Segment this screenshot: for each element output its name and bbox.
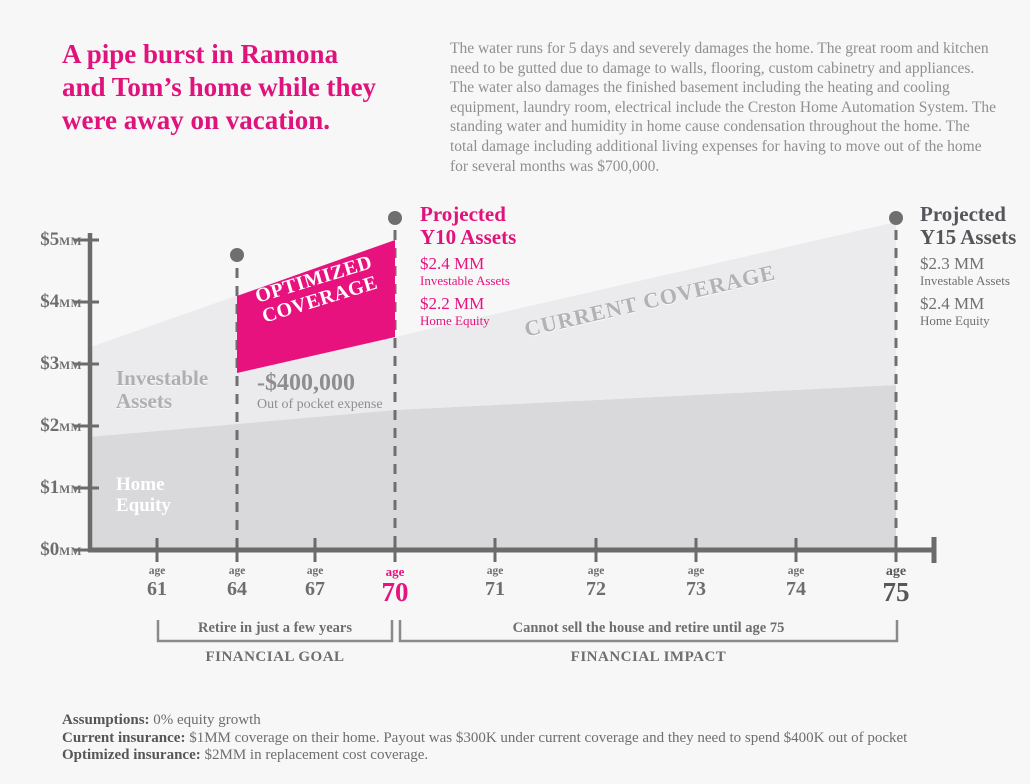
footnote-row: Assumptions: 0% equity growth [62, 712, 972, 730]
y-axis-label: $4MM [40, 291, 82, 312]
bracket-goal-caption: FINANCIAL GOAL [205, 649, 345, 665]
y-axis-label: $1MM [40, 477, 82, 498]
home-equity-area [88, 385, 896, 552]
projected-y15-label-2: Home Equity [920, 313, 990, 328]
projected-y15-block: Projected Y15 Assets $2.3 MM Investable … [920, 203, 1030, 328]
projected-y10-label-1: Investable Assets [420, 273, 510, 288]
marker-dot [388, 211, 402, 225]
y-axis-label: $3MM [40, 353, 82, 374]
x-axis-age-label: age 67 [305, 565, 325, 600]
marker-dot [889, 211, 903, 225]
projected-y15-label-1: Investable Assets [920, 273, 1010, 288]
footnote-text: $2MM in replacement cost coverage. [200, 747, 429, 764]
x-axis-age-label: age 75 [882, 564, 910, 607]
case-description: The water runs for 5 days and severely d… [450, 40, 996, 175]
current-coverage-area [88, 222, 896, 437]
footnote-text: 0% equity growth [149, 712, 261, 728]
marker-dot [230, 248, 244, 262]
y-axis-label: $0MM [40, 539, 82, 560]
bracket-line [398, 620, 899, 643]
footnote-label: Current insurance: [62, 729, 186, 746]
y-axis-label: $2MM [40, 415, 82, 436]
out-of-pocket-annotation: -$400,000 Out of pocket expense [257, 371, 383, 413]
bracket-line [156, 620, 394, 643]
page-title: A pipe burst in Ramona and Tom’s home wh… [62, 39, 377, 135]
projected-y10-block: Projected Y10 Assets $2.4 MM Investable … [420, 203, 530, 328]
x-axis-age-label: age 71 [485, 565, 505, 600]
out-of-pocket-value: -$400,000 [257, 370, 355, 396]
projected-y10-title: Projected Y10 Assets [420, 202, 517, 249]
x-axis-age-label: age 70 [381, 564, 409, 607]
footnote-row: Current insurance: $1MM coverage on thei… [62, 730, 972, 748]
optimized-coverage-wedge [237, 240, 395, 373]
projected-y10-value-1: $2.4 MM [420, 254, 485, 273]
optimized-coverage-label-text: OPTIMIZED COVERAGE [252, 251, 381, 328]
x-axis-age-label: age 72 [586, 565, 606, 600]
projected-y15-value-1: $2.3 MM [920, 254, 985, 273]
footnotes: Assumptions: 0% equity growth Current ins… [62, 712, 972, 765]
bracket-goal-text: Retire in just a few years [198, 620, 352, 636]
out-of-pocket-caption: Out of pocket expense [257, 397, 383, 412]
projected-y15-value-2: $2.4 MM [920, 294, 985, 313]
footnote-label: Optimized insurance: [62, 747, 201, 764]
area-label-home-equity: Home Equity [116, 474, 171, 516]
projected-y10-label-2: Home Equity [420, 313, 490, 328]
y-axis-label: $5MM [40, 229, 82, 250]
x-axis-age-label: age 64 [227, 565, 247, 600]
projected-y15-title: Projected Y15 Assets [920, 202, 1017, 249]
x-axis-age-label: age 74 [786, 565, 806, 600]
area-label-investable-assets: Investable Assets [116, 366, 209, 413]
x-axis-age-label: age 61 [147, 565, 167, 600]
projected-y10-value-2: $2.2 MM [420, 294, 485, 313]
bracket-impact-text: Cannot sell the house and retire until a… [512, 620, 785, 636]
x-axis-age-label: age 73 [686, 565, 706, 600]
footnote-label: Assumptions: [62, 712, 150, 728]
footnote-row: Optimized insurance: $2MM in replacement… [62, 747, 972, 765]
footnote-text: $1MM coverage on their home. Payout was … [185, 729, 908, 746]
bracket-impact-caption: FINANCIAL IMPACT [570, 649, 727, 665]
